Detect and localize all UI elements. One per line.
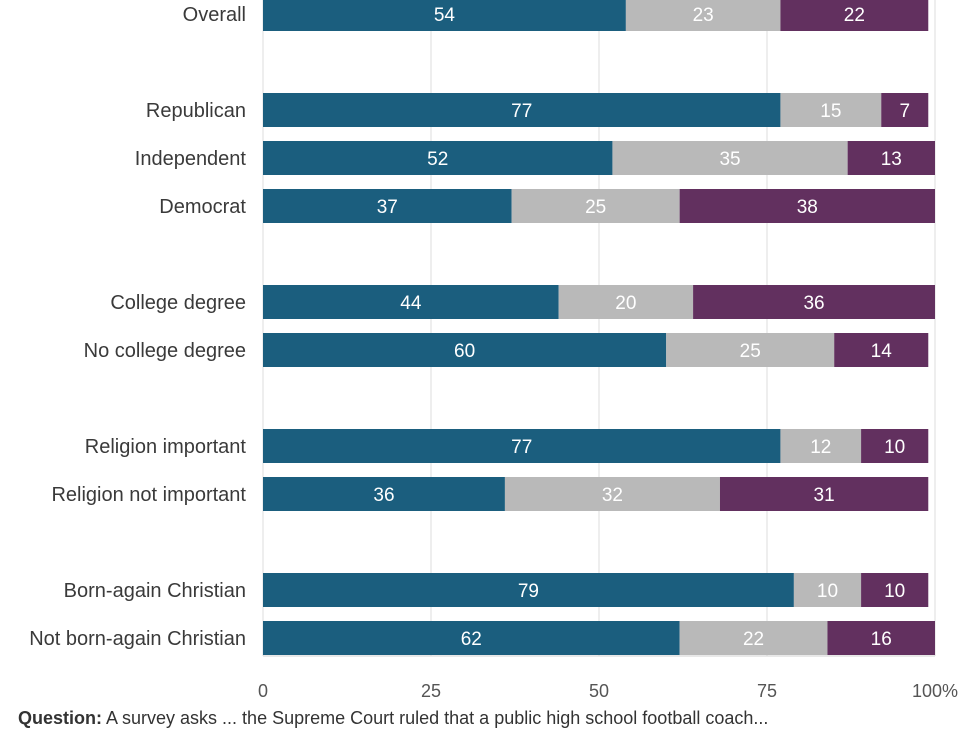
bar-segment-8-0 bbox=[263, 573, 794, 607]
category-label-1: Republican bbox=[146, 100, 246, 122]
bar-segment-6-0 bbox=[263, 429, 781, 463]
bar-segment-1-2 bbox=[881, 93, 929, 127]
footnote-bold: Question: bbox=[18, 708, 102, 728]
bar-value-label-4-2: 36 bbox=[803, 293, 824, 314]
bar-segment-8-1 bbox=[793, 573, 862, 607]
x-tick-label-3: 75 bbox=[757, 681, 777, 701]
bar-segment-5-0 bbox=[263, 333, 667, 367]
bar-segment-9-0 bbox=[263, 621, 680, 655]
bar-value-label-9-2: 16 bbox=[871, 629, 892, 650]
x-tick-label-0: 0 bbox=[258, 681, 268, 701]
bar-segment-7-1 bbox=[504, 477, 720, 511]
bar-segment-0-2 bbox=[780, 0, 929, 31]
bar-segment-6-2 bbox=[861, 429, 929, 463]
bar-value-label-0-0: 54 bbox=[434, 5, 456, 26]
bar-value-label-8-1: 10 bbox=[817, 581, 838, 602]
x-tick-label-4: 100% bbox=[912, 681, 958, 701]
bar-value-label-4-1: 20 bbox=[615, 293, 636, 314]
bar-value-label-7-2: 31 bbox=[814, 485, 835, 506]
bar-segment-3-0 bbox=[263, 189, 512, 223]
bar-segment-7-0 bbox=[263, 477, 505, 511]
bar-value-label-3-1: 25 bbox=[585, 197, 606, 218]
bar-value-label-5-0: 60 bbox=[454, 341, 475, 362]
bar-segment-9-1 bbox=[679, 621, 828, 655]
bar-value-label-3-0: 37 bbox=[377, 197, 398, 218]
bar-value-label-2-0: 52 bbox=[427, 149, 448, 170]
bar-segment-7-2 bbox=[719, 477, 929, 511]
bar-segment-6-1 bbox=[780, 429, 862, 463]
bar-value-label-8-2: 10 bbox=[884, 581, 905, 602]
bar-value-label-5-2: 14 bbox=[871, 341, 893, 362]
bar-value-label-8-0: 79 bbox=[518, 581, 539, 602]
bar-value-label-6-0: 77 bbox=[511, 437, 532, 458]
x-tick-label-1: 25 bbox=[421, 681, 441, 701]
bar-value-label-5-1: 25 bbox=[740, 341, 761, 362]
category-label-4: College degree bbox=[110, 292, 246, 314]
bar-value-label-9-0: 62 bbox=[461, 629, 482, 650]
x-tick-label-2: 50 bbox=[589, 681, 609, 701]
category-label-7: Religion not important bbox=[51, 484, 246, 506]
bar-value-label-9-1: 22 bbox=[743, 629, 764, 650]
bar-segment-1-1 bbox=[780, 93, 882, 127]
bar-segment-9-2 bbox=[827, 621, 935, 655]
category-label-3: Democrat bbox=[159, 196, 246, 218]
bar-value-label-7-0: 36 bbox=[373, 485, 394, 506]
bar-value-label-6-1: 12 bbox=[810, 437, 831, 458]
bar-segment-3-1 bbox=[511, 189, 680, 223]
bar-value-label-6-2: 10 bbox=[884, 437, 905, 458]
category-label-9: Not born-again Christian bbox=[29, 628, 246, 650]
bar-value-label-1-2: 7 bbox=[899, 101, 910, 122]
bar-value-label-4-0: 44 bbox=[400, 293, 422, 314]
bar-value-label-3-2: 38 bbox=[797, 197, 818, 218]
bar-segment-5-2 bbox=[834, 333, 929, 367]
bar-value-label-2-2: 13 bbox=[881, 149, 902, 170]
category-label-2: Independent bbox=[135, 148, 247, 170]
bar-segment-4-2 bbox=[693, 285, 935, 319]
footnote: Question: A survey asks ... the Supreme … bbox=[18, 708, 978, 729]
bar-segment-5-1 bbox=[666, 333, 835, 367]
bar-segment-4-0 bbox=[263, 285, 559, 319]
bar-segment-2-1 bbox=[612, 141, 848, 175]
bar-value-label-1-1: 15 bbox=[820, 101, 841, 122]
bar-segment-2-0 bbox=[263, 141, 613, 175]
category-label-0: Overall bbox=[183, 4, 246, 26]
footnote-text: A survey asks ... the Supreme Court rule… bbox=[102, 708, 769, 728]
bar-segment-2-2 bbox=[847, 141, 935, 175]
bar-segment-0-0 bbox=[263, 0, 626, 31]
category-label-5: No college degree bbox=[84, 340, 246, 362]
category-label-6: Religion important bbox=[85, 436, 247, 458]
bar-value-label-2-1: 35 bbox=[719, 149, 740, 170]
bar-segment-8-2 bbox=[861, 573, 929, 607]
bar-segment-3-2 bbox=[679, 189, 935, 223]
bar-segment-1-0 bbox=[263, 93, 781, 127]
category-label-8: Born-again Christian bbox=[64, 580, 246, 602]
bar-value-label-1-0: 77 bbox=[511, 101, 532, 122]
bar-value-label-0-2: 22 bbox=[844, 5, 865, 26]
bar-value-label-0-1: 23 bbox=[693, 5, 714, 26]
bar-segment-0-1 bbox=[625, 0, 781, 31]
bar-value-label-7-1: 32 bbox=[602, 485, 623, 506]
bar-segment-4-1 bbox=[558, 285, 694, 319]
